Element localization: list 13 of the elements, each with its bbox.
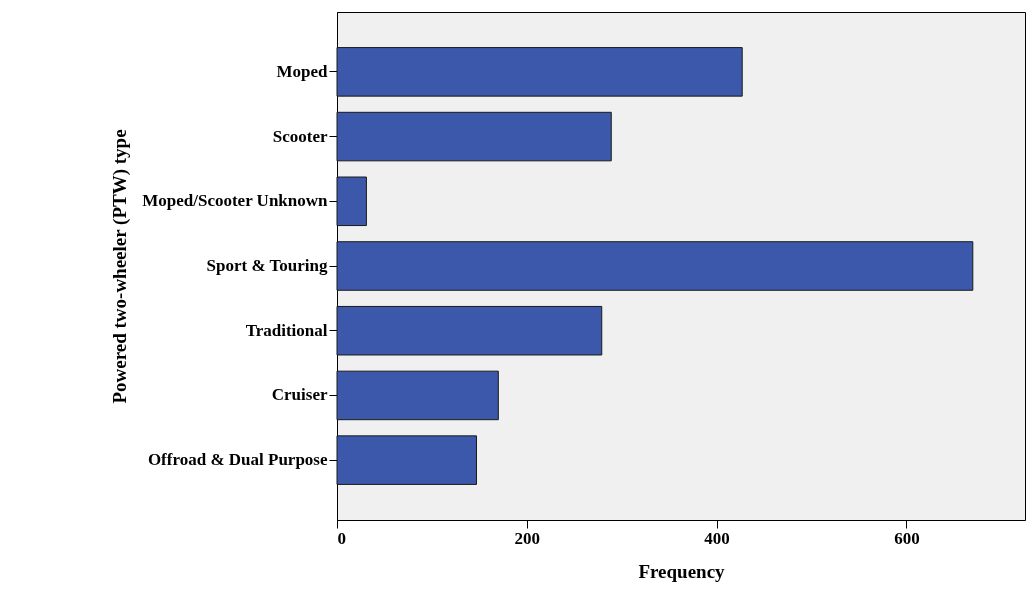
x-tick-label: 400 <box>704 528 730 548</box>
y-tick-label: Cruiser <box>271 385 328 405</box>
y-tick-label: Sport & Touring <box>206 256 328 275</box>
y-axis-title: Powered two-wheeler (PTW) type <box>108 129 131 404</box>
x-tick-label: 0 <box>337 528 346 548</box>
y-tick-label: Moped <box>276 61 329 81</box>
x-tick-label: 200 <box>514 528 541 548</box>
x-axis-title: Frequency <box>638 560 726 582</box>
y-tick-label: Offroad & Dual Purpose <box>147 450 328 470</box>
x-tick-label: 600 <box>894 528 920 548</box>
y-tick-label: Moped/Scooter Unknown <box>142 191 329 211</box>
y-tick-label: Traditional <box>245 320 328 340</box>
y-tick-label: Scooter <box>272 126 328 146</box>
